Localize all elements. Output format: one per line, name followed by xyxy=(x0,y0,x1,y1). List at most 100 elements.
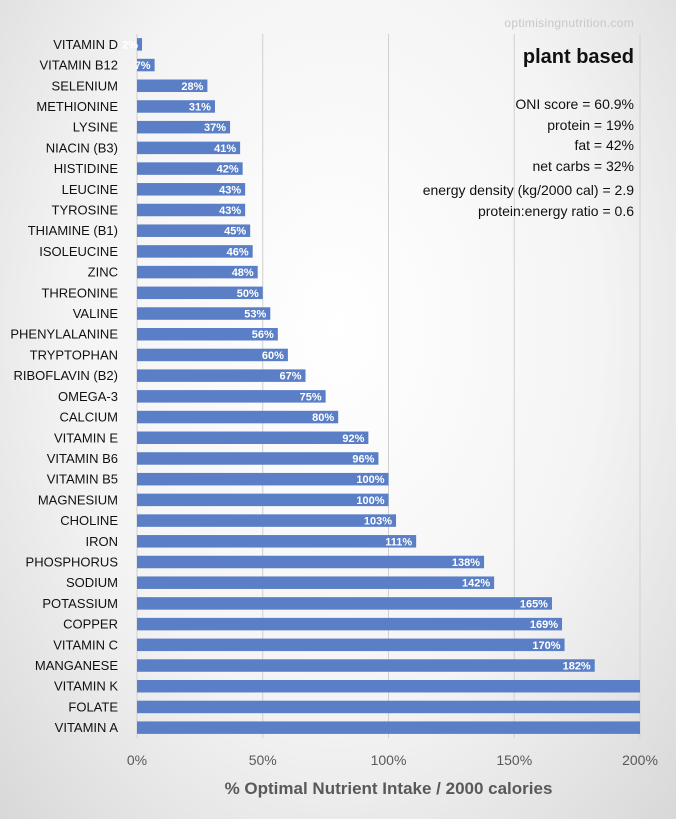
data-label: 165% xyxy=(520,598,548,610)
category-label: SODIUM xyxy=(66,575,118,590)
bar xyxy=(137,472,389,486)
category-label: VITAMIN D xyxy=(53,37,118,52)
data-label: 43% xyxy=(219,205,241,217)
bar xyxy=(137,638,565,652)
data-label: 111% xyxy=(385,536,412,548)
bar xyxy=(137,555,485,569)
bar xyxy=(137,617,563,631)
category-label: VITAMIN B5 xyxy=(47,472,118,487)
bar xyxy=(137,369,306,382)
category-label: PHENYLALANINE xyxy=(10,327,118,342)
category-label: VITAMIN E xyxy=(54,430,118,445)
category-label: COPPER xyxy=(63,617,118,632)
data-label: 31% xyxy=(189,101,211,113)
category-label: TRYPTOPHAN xyxy=(30,347,118,362)
bar xyxy=(137,224,251,237)
bar xyxy=(137,245,253,258)
bar xyxy=(137,597,552,610)
bar xyxy=(137,327,278,341)
bar xyxy=(137,120,231,134)
protein-energy-ratio-text: protein:energy ratio = 0.6 xyxy=(477,202,634,219)
category-label: ISOLEUCINE xyxy=(39,244,118,259)
category-label: VITAMIN B6 xyxy=(47,451,118,466)
net-carbs-text: net carbs = 32% xyxy=(532,157,634,174)
data-label: 42% xyxy=(217,164,239,176)
x-tick-label: 100% xyxy=(371,752,407,768)
category-label: THIAMINE (B1) xyxy=(28,223,118,238)
data-label: 96% xyxy=(352,453,374,465)
bar xyxy=(137,679,640,693)
data-label: 60% xyxy=(262,350,284,362)
bar xyxy=(137,286,263,300)
x-axis-title: % Optimal Nutrient Intake / 2000 calorie… xyxy=(224,779,553,798)
category-label: METHIONINE xyxy=(36,99,118,114)
data-label: 92% xyxy=(342,433,364,445)
data-label: 46% xyxy=(227,246,249,258)
data-label: 75% xyxy=(300,391,322,403)
category-label: SELENIUM xyxy=(52,78,118,93)
category-label: IRON xyxy=(86,534,119,549)
category-label: VITAMIN B12 xyxy=(39,58,118,73)
data-label: 80% xyxy=(312,412,334,424)
bar xyxy=(137,307,271,320)
category-label: NIACIN (B3) xyxy=(46,140,118,155)
category-label: CHOLINE xyxy=(60,513,118,528)
x-tick-label: 0% xyxy=(127,752,147,768)
watermark: optimisingnutrition.com xyxy=(504,16,634,30)
category-label: TYROSINE xyxy=(52,203,119,218)
x-tick-label: 150% xyxy=(496,752,532,768)
data-label: 103% xyxy=(364,516,392,528)
data-label: 100% xyxy=(356,474,384,486)
data-label: 41% xyxy=(214,143,236,155)
protein-text: protein = 19% xyxy=(547,116,634,133)
fat-text: fat = 42% xyxy=(574,137,634,153)
data-label: 7% xyxy=(135,60,151,72)
bar xyxy=(137,659,595,672)
category-label: LYSINE xyxy=(73,120,119,135)
data-label: 138% xyxy=(452,557,480,569)
category-label: THREONINE xyxy=(41,285,118,300)
bar xyxy=(137,576,495,589)
data-label: 50% xyxy=(237,288,259,300)
category-label: ZINC xyxy=(88,265,118,280)
category-label: RIBOFLAVIN (B2) xyxy=(13,368,118,383)
bar xyxy=(137,79,208,93)
bar xyxy=(137,38,143,51)
bar xyxy=(137,535,417,548)
bar xyxy=(137,410,339,424)
bar xyxy=(137,721,640,734)
data-label: 43% xyxy=(219,184,241,196)
oni-score-text: ONI score = 60.9% xyxy=(515,96,634,112)
bar xyxy=(137,203,246,217)
x-tick-label: 200% xyxy=(622,752,658,768)
category-label: LEUCINE xyxy=(62,182,119,197)
energy-density-text: energy density (kg/2000 cal) = 2.9 xyxy=(422,182,634,198)
data-label: 2% xyxy=(122,39,138,51)
bar xyxy=(137,390,326,403)
data-label: 37% xyxy=(204,122,226,134)
bar-layer xyxy=(137,38,640,734)
data-label: 182% xyxy=(563,661,591,673)
category-label: HISTIDINE xyxy=(54,161,119,176)
data-label: 48% xyxy=(232,267,254,279)
bar xyxy=(137,452,379,465)
bar xyxy=(137,58,155,72)
stats-panel: ONI score = 60.9% protein = 19% fat = 42… xyxy=(423,94,634,221)
bar xyxy=(137,431,369,445)
category-label: OMEGA-3 xyxy=(58,389,118,404)
bar xyxy=(137,100,215,113)
category-label: FOLATE xyxy=(68,699,118,714)
category-label: PHOSPHORUS xyxy=(26,555,119,570)
data-label: 56% xyxy=(252,329,274,341)
data-label: 170% xyxy=(532,640,560,652)
category-label: VALINE xyxy=(73,306,119,321)
category-label: VITAMIN A xyxy=(55,720,119,735)
data-label: 45% xyxy=(224,226,246,238)
category-label: VITAMIN K xyxy=(54,679,118,694)
bar xyxy=(137,348,288,362)
data-label: 67% xyxy=(279,371,301,383)
data-label: 100% xyxy=(356,495,384,507)
category-label-layer: VITAMIN D VITAMIN B12 SELENIUM METHIONINE LY… xyxy=(10,37,118,735)
bar xyxy=(137,493,389,507)
